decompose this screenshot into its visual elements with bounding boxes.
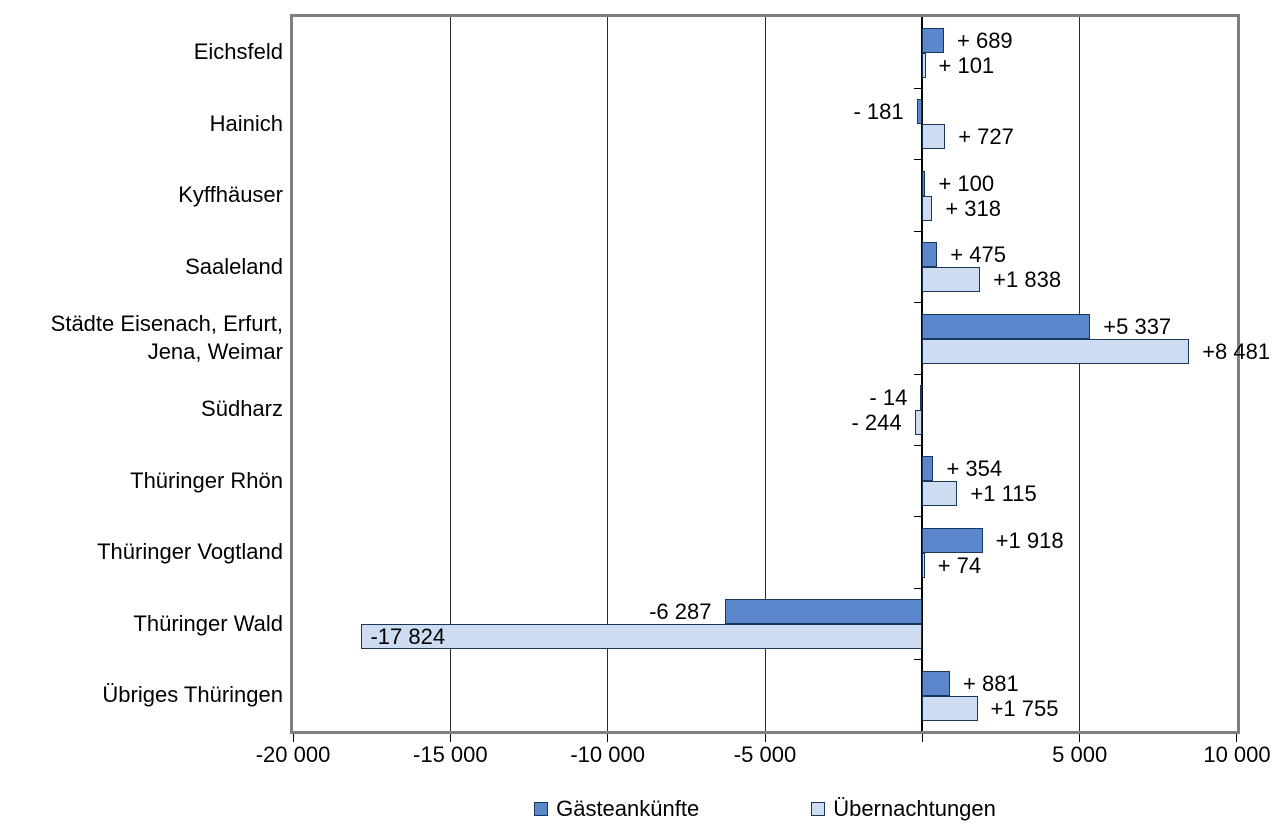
- value-axis-tick: [607, 734, 609, 742]
- value-axis-tick-label: -10 000: [570, 742, 645, 767]
- plot-area: + 689 - 181 + 100 + 475 +5 337 - 14 + 354 +1 91…: [290, 14, 1270, 742]
- gridline: [764, 17, 766, 731]
- category-axis-tick: [914, 373, 923, 375]
- bar-value-label: -17 824: [370, 624, 446, 650]
- category-axis-tick: [914, 159, 923, 161]
- legend-item-gaesteankuenfte: Gästeankünfte: [534, 796, 699, 822]
- bar-value-label: +1 918: [995, 527, 1064, 553]
- bar-uebernachtungen: [922, 267, 981, 293]
- bar-gaesteankuenfte: [922, 242, 938, 268]
- value-axis-tick-label: 5 000: [1052, 742, 1108, 767]
- category-label: Hainich: [209, 110, 283, 136]
- bar-value-label: - 244: [851, 410, 902, 435]
- bar-gaesteankuenfte: [920, 385, 923, 410]
- value-axis-tick: [764, 734, 766, 742]
- bar-value-label: + 318: [945, 195, 1001, 221]
- gridline: [607, 17, 609, 731]
- category-label: Thüringer Wald: [133, 610, 283, 636]
- value-axis-tick-label: -20 000: [255, 742, 331, 767]
- bar-value-label: +1 755: [990, 695, 1059, 721]
- category-label: Kyffhäuser: [178, 182, 283, 208]
- category-label: Städte Eisenach, Erfurt, Jena, Weimar: [50, 310, 283, 365]
- category-axis-tick: [914, 444, 923, 446]
- value-axis-tick-label: -15 000: [413, 742, 488, 767]
- legend-label: Gästeankünfte: [556, 796, 700, 821]
- value-axis-tick-label: -5 000: [733, 742, 797, 767]
- value-axis-tick: [1079, 734, 1081, 742]
- bar-value-label: + 881: [963, 670, 1019, 696]
- category-axis-tick: [914, 587, 923, 589]
- bar-value-label: - 14: [869, 385, 908, 410]
- bar-uebernachtungen: [922, 338, 1190, 364]
- bar-value-label: + 475: [950, 242, 1006, 268]
- legend-swatch-dark-blue: [534, 802, 549, 816]
- bar-gaesteankuenfte: [922, 313, 1091, 339]
- value-axis-tick-label: 10 000: [1203, 742, 1271, 767]
- category-axis-line: [921, 17, 924, 731]
- value-axis-tick: [921, 734, 923, 742]
- bar-gaesteankuenfte: [922, 28, 944, 53]
- bar-uebernachtungen: [922, 552, 925, 578]
- bar-value-label: +5 337: [1103, 313, 1172, 339]
- bar-uebernachtungen: [922, 195, 933, 221]
- category-label: Südharz: [201, 396, 283, 422]
- value-axis-tick: [293, 734, 294, 742]
- bar-uebernachtungen: [361, 624, 923, 650]
- category-label: Thüringer Rhön: [130, 467, 283, 493]
- bar-value-label: + 74: [937, 552, 982, 578]
- bar-value-label: + 689: [957, 28, 1013, 53]
- bar-value-label: + 354: [946, 456, 1003, 482]
- bar-gaesteankuenfte: [916, 99, 923, 125]
- bar-uebernachtungen: [922, 53, 926, 78]
- bar-value-label: +8 481: [1202, 338, 1271, 364]
- category-axis-tick: [914, 516, 923, 518]
- bar-value-label: + 100: [938, 170, 995, 196]
- legend-label: Übernachtungen: [833, 796, 996, 821]
- category-axis-tick: [914, 302, 923, 304]
- category-axis-tick: [914, 230, 923, 232]
- gridline: [1079, 17, 1081, 731]
- value-axis-tick: [449, 734, 451, 742]
- bar-gaesteankuenfte: [922, 527, 983, 553]
- bar-gaesteankuenfte: [922, 670, 951, 696]
- bar-gaesteankuenfte: [922, 456, 934, 482]
- category-label: Saaleland: [185, 253, 283, 279]
- legend-item-uebernachtungen: Übernachtungen: [811, 796, 996, 822]
- bar-value-label: + 727: [958, 124, 1014, 150]
- bar-uebernachtungen: [922, 695, 978, 721]
- category-axis-tick: [914, 87, 923, 89]
- legend-swatch-light-blue: [811, 802, 826, 816]
- bar-value-label: - 181: [853, 99, 904, 125]
- bar-value-label: +1 838: [993, 267, 1062, 293]
- bar-gaesteankuenfte: [922, 170, 926, 196]
- category-axis-tick: [914, 659, 923, 661]
- bar-uebernachtungen: [914, 410, 923, 435]
- gridline: [449, 17, 451, 731]
- bar-uebernachtungen: [922, 481, 958, 507]
- legend: Gästeankünfte Übernachtungen: [293, 796, 1237, 822]
- category-axis-labels: Eichsfeld Hainich Kyffhäuser Saaleland Städt…: [0, 17, 283, 731]
- bar-value-label: +1 115: [970, 481, 1037, 507]
- bar-value-label: -6 287: [649, 599, 712, 625]
- category-label: Thüringer Vogtland: [97, 539, 283, 565]
- category-label: Eichsfeld: [193, 39, 283, 65]
- category-label: Übriges Thüringen: [102, 681, 283, 707]
- bar-gaesteankuenfte: [724, 599, 923, 625]
- bar-uebernachtungen: [922, 124, 946, 150]
- value-axis-tick: [1236, 734, 1237, 742]
- bar-value-label: + 101: [938, 53, 995, 78]
